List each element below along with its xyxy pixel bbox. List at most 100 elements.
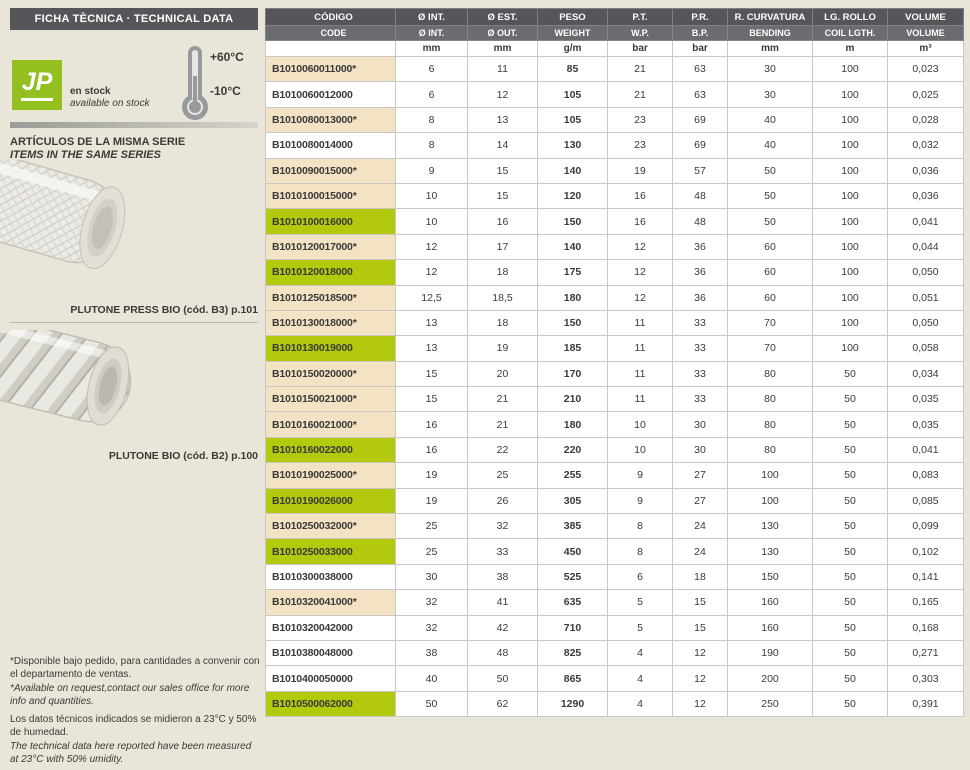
value-cell: 19 [395, 487, 468, 515]
footnote-en-1: *Available on request,contact our sales … [10, 683, 250, 707]
value-cell: 180 [537, 411, 608, 438]
value-cell: 9 [395, 157, 468, 184]
value-cell: 50 [812, 538, 888, 565]
product1-image [0, 160, 126, 269]
value-cell: 100 [812, 157, 888, 184]
value-cell: 30 [395, 563, 468, 591]
value-cell: 19 [607, 157, 673, 184]
stock-block: en stock available on stock [70, 86, 150, 110]
value-cell: 16 [395, 411, 468, 438]
value-cell: 50 [812, 487, 888, 515]
header-unit-col3: g/m [537, 40, 608, 57]
value-cell: 50 [812, 513, 888, 540]
value-cell: 160 [727, 589, 813, 616]
header-h1-col2: Ø EST. [467, 8, 538, 26]
value-cell: 18,5 [467, 284, 538, 311]
value-cell: 100 [812, 81, 888, 108]
table-row: B1010120017000* 12 17 140 12 36 60 100 0,044 [265, 233, 964, 261]
product1-caption: PLUTONE PRESS BIO (cód. B3) p.101 [70, 304, 258, 316]
value-cell: 8 [395, 132, 468, 159]
value-cell: 12 [672, 690, 728, 718]
value-cell: 42 [467, 614, 538, 641]
value-cell: 33 [672, 386, 728, 413]
value-cell: 48 [467, 639, 538, 667]
code-cell: B1010060011000* [265, 55, 396, 83]
code-cell: B1010080014000 [265, 132, 396, 159]
sidebar-divider-line [10, 322, 258, 323]
value-cell: 13 [467, 106, 538, 134]
value-cell: 12 [672, 665, 728, 692]
jp-logo: JP [12, 60, 62, 110]
code-cell: B1010190026000 [265, 487, 396, 515]
table-row: B1010400050000 40 50 865 4 12 200 50 0,303 [265, 665, 964, 692]
value-cell: 11 [467, 55, 538, 83]
table-row: B1010060012000 6 12 105 21 63 30 100 0,025 [265, 81, 964, 108]
value-cell: 15 [467, 182, 538, 210]
header-unit-col8: m³ [887, 40, 964, 57]
value-cell: 0,041 [887, 208, 964, 235]
table-row: B1010250032000* 25 32 385 8 24 130 50 0,099 [265, 513, 964, 540]
value-cell: 80 [727, 436, 813, 464]
value-cell: 0,025 [887, 81, 964, 108]
value-cell: 0,035 [887, 386, 964, 413]
table-row: B1010125018500* 12,5 18,5 180 12 36 60 100 0,051 [265, 284, 964, 311]
footnotes: *Disponible bajo pedido, para cantidades… [10, 656, 262, 768]
value-cell: 9 [607, 462, 673, 489]
table-row: B1010100016000 10 16 150 16 48 50 100 0,041 [265, 208, 964, 235]
value-cell: 24 [672, 513, 728, 540]
value-cell: 60 [727, 284, 813, 311]
code-cell: B1010320042000 [265, 614, 396, 641]
value-cell: 32 [467, 513, 538, 540]
header-unit-col1: mm [395, 40, 468, 57]
unit-row: mm mm g/m bar bar mm m m³ [265, 40, 964, 57]
value-cell: 27 [672, 487, 728, 515]
table-row: B1010130019000 13 19 185 11 33 70 100 0,058 [265, 335, 964, 362]
code-cell: B1010100015000* [265, 182, 396, 210]
value-cell: 5 [607, 589, 673, 616]
code-cell: B1010500062000 [265, 690, 396, 718]
value-cell: 50 [812, 386, 888, 413]
value-cell: 100 [812, 335, 888, 362]
code-cell: B1010250033000 [265, 538, 396, 565]
value-cell: 26 [467, 487, 538, 515]
value-cell: 50 [727, 208, 813, 235]
value-cell: 11 [607, 386, 673, 413]
value-cell: 0,165 [887, 589, 964, 616]
technical-data-table: CÓDIGO Ø INT. Ø EST. PESO P.T. P.R. R. CURVATU… [265, 8, 964, 718]
header-h1-col5: P.R. [672, 8, 728, 26]
value-cell: 20 [467, 360, 538, 388]
value-cell: 140 [537, 233, 608, 261]
value-cell: 33 [672, 335, 728, 362]
table-row: B1010380048000 38 48 825 4 12 190 50 0,271 [265, 639, 964, 667]
value-cell: 23 [607, 132, 673, 159]
value-cell: 18 [467, 259, 538, 286]
value-cell: 0,102 [887, 538, 964, 565]
code-cell: B1010130019000 [265, 335, 396, 362]
table-row: B1010080014000 8 14 130 23 69 40 100 0,032 [265, 132, 964, 159]
value-cell: 50 [812, 436, 888, 464]
temp-max-label: +60°C [210, 50, 244, 64]
value-cell: 16 [607, 208, 673, 235]
value-cell: 100 [812, 309, 888, 337]
value-cell: 23 [607, 106, 673, 134]
value-cell: 32 [395, 614, 468, 641]
code-cell: B1010380048000 [265, 639, 396, 667]
header-h2-col6: BENDING [727, 25, 813, 41]
value-cell: 41 [467, 589, 538, 616]
header-h2-col0: CODE [265, 25, 396, 41]
value-cell: 825 [537, 639, 608, 667]
value-cell: 15 [672, 589, 728, 616]
value-cell: 0,085 [887, 487, 964, 515]
value-cell: 10 [395, 208, 468, 235]
value-cell: 185 [537, 335, 608, 362]
table-row: B1010160022000 16 22 220 10 30 80 50 0,041 [265, 436, 964, 464]
value-cell: 130 [727, 538, 813, 565]
table-row: B1010150021000* 15 21 210 11 33 80 50 0,035 [265, 386, 964, 413]
table-row: B1010190025000* 19 25 255 9 27 100 50 0,083 [265, 462, 964, 489]
value-cell: 250 [727, 690, 813, 718]
value-cell: 60 [727, 233, 813, 261]
table-row: B1010320042000 32 42 710 5 15 160 50 0,168 [265, 614, 964, 641]
value-cell: 85 [537, 55, 608, 83]
temp-min-label: -10°C [210, 84, 241, 98]
value-cell: 170 [537, 360, 608, 388]
